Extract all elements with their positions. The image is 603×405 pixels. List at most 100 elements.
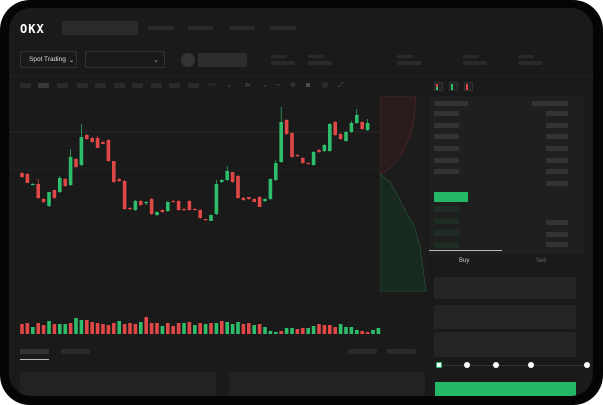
candle[interactable] <box>193 209 197 211</box>
nav-item[interactable] <box>229 26 255 30</box>
candle[interactable] <box>144 202 148 204</box>
candle[interactable] <box>58 178 62 192</box>
candle[interactable] <box>301 158 305 163</box>
nav-item[interactable] <box>188 26 213 30</box>
candle[interactable] <box>306 163 310 165</box>
tab-order-history[interactable] <box>61 349 90 354</box>
timeframe-button[interactable] <box>38 83 49 88</box>
candle[interactable] <box>225 171 229 180</box>
candle[interactable] <box>20 173 24 177</box>
line-icon[interactable]: ∼ <box>275 82 281 89</box>
candle[interactable] <box>252 199 256 202</box>
candle[interactable] <box>101 142 105 144</box>
filter-button[interactable] <box>387 349 416 354</box>
sell-tab[interactable]: Sell <box>536 258 547 264</box>
candle[interactable] <box>311 152 316 165</box>
ask-price[interactable] <box>434 169 459 174</box>
candle[interactable] <box>128 208 132 210</box>
candle[interactable] <box>106 140 111 161</box>
candle[interactable] <box>47 192 51 206</box>
candle[interactable] <box>230 172 235 182</box>
slider-stop[interactable] <box>584 362 590 368</box>
candle[interactable] <box>349 123 354 132</box>
candle[interactable] <box>355 115 359 123</box>
total-input[interactable] <box>434 332 576 357</box>
slider-handle[interactable] <box>436 362 442 368</box>
timeframe-button[interactable] <box>151 83 162 88</box>
okx-logo[interactable]: OKX <box>20 22 45 36</box>
chevron-down-icon[interactable]: ⌄ <box>262 82 268 89</box>
candle[interactable] <box>176 201 181 210</box>
buy-button[interactable] <box>435 382 576 396</box>
candle[interactable] <box>166 202 170 211</box>
ask-price[interactable] <box>434 123 459 128</box>
candle[interactable] <box>139 201 143 205</box>
both-sides-icon[interactable] <box>434 82 443 91</box>
indicator-icon[interactable]: 〰 <box>209 82 216 89</box>
candle[interactable] <box>155 212 159 215</box>
candle[interactable] <box>122 181 127 209</box>
draw-icon[interactable]: ⊳ <box>245 82 251 89</box>
nav-item[interactable] <box>270 26 296 30</box>
candle[interactable] <box>284 120 289 134</box>
candle[interactable] <box>236 176 240 198</box>
candle[interactable] <box>279 122 283 162</box>
bid-price[interactable] <box>434 218 459 224</box>
ask-price[interactable] <box>434 146 459 151</box>
chevron-down-icon[interactable]: ⌄ <box>226 82 232 89</box>
ask-price[interactable] <box>434 111 459 116</box>
candle[interactable] <box>322 145 327 151</box>
candle[interactable] <box>133 201 138 210</box>
timeframe-button[interactable] <box>77 83 88 88</box>
timeframe-button[interactable] <box>20 83 31 88</box>
bids-only-icon[interactable] <box>449 82 458 91</box>
amount-input[interactable] <box>434 305 576 329</box>
candle[interactable] <box>317 150 321 152</box>
candle[interactable] <box>187 201 192 210</box>
candle[interactable] <box>241 198 246 200</box>
candle[interactable] <box>247 197 251 199</box>
settings-icon[interactable]: ◎ <box>322 82 329 89</box>
candle[interactable] <box>268 179 273 199</box>
candle[interactable] <box>263 199 267 201</box>
candle[interactable] <box>257 197 262 207</box>
tab-open-orders[interactable] <box>20 349 49 354</box>
candle[interactable] <box>338 134 343 139</box>
timeframe-button[interactable] <box>114 83 125 88</box>
candle[interactable] <box>63 179 67 186</box>
timeframe-button[interactable] <box>95 83 106 88</box>
candle[interactable] <box>52 190 57 198</box>
candle[interactable] <box>74 159 78 167</box>
ask-price[interactable] <box>434 158 459 163</box>
candle[interactable] <box>328 124 332 151</box>
candle[interactable] <box>31 184 35 186</box>
candle[interactable] <box>274 163 278 180</box>
candle[interactable] <box>220 180 224 182</box>
slider-stop[interactable] <box>493 362 499 368</box>
candlestick-chart[interactable] <box>9 92 381 342</box>
asks-only-icon[interactable] <box>464 82 473 91</box>
slider-stop[interactable] <box>464 362 470 368</box>
candle[interactable] <box>112 161 116 182</box>
candle[interactable] <box>295 155 300 157</box>
candle[interactable] <box>182 209 186 211</box>
fullscreen-icon[interactable]: ⤢ <box>338 82 344 89</box>
camera-icon[interactable]: ◙ <box>306 82 311 89</box>
candle[interactable] <box>79 137 84 165</box>
candle[interactable] <box>365 123 370 130</box>
candle[interactable] <box>290 133 294 157</box>
timeframe-button[interactable] <box>188 83 199 88</box>
price-input[interactable] <box>434 277 576 299</box>
bid-price[interactable] <box>434 230 459 236</box>
candle[interactable] <box>41 199 46 202</box>
candle[interactable] <box>333 122 337 135</box>
slider-stop[interactable] <box>528 362 534 368</box>
candle[interactable] <box>171 201 175 203</box>
nav-item[interactable] <box>148 26 174 30</box>
candle[interactable] <box>203 219 208 221</box>
candle[interactable] <box>95 138 100 148</box>
amount-slider-track[interactable] <box>439 365 587 366</box>
candle[interactable] <box>160 210 165 212</box>
buy-tab[interactable]: Buy <box>459 258 470 264</box>
candle[interactable] <box>90 138 94 142</box>
